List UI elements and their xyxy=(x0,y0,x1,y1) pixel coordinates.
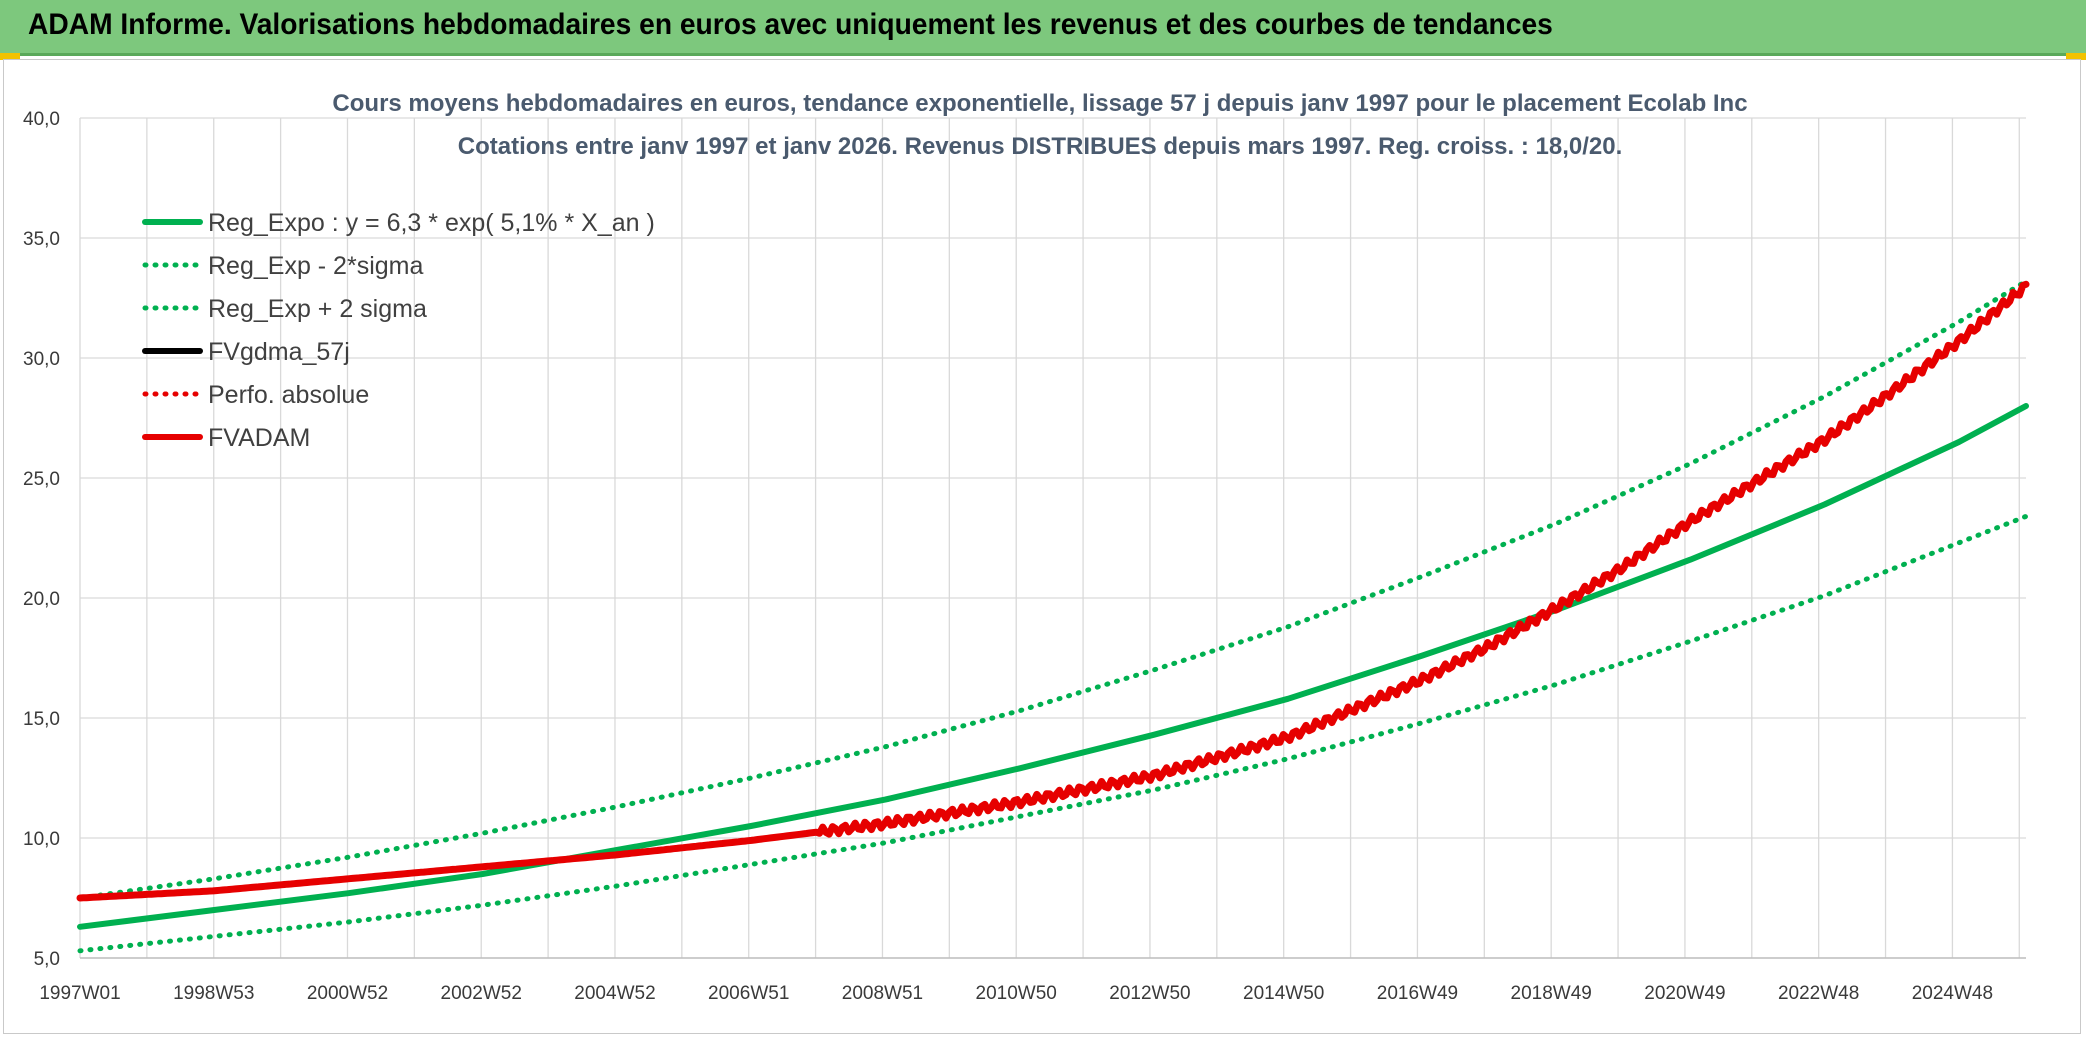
report-banner: ADAM Informe. Valorisations hebdomadaire… xyxy=(0,0,2086,56)
y-tick-label: 10,0 xyxy=(23,829,60,850)
y-tick-label: 20,0 xyxy=(23,589,60,610)
report-title: ADAM Informe. Valorisations hebdomadaire… xyxy=(28,8,1553,41)
x-tick-label: 2006W51 xyxy=(708,983,789,1004)
y-tick-label: 30,0 xyxy=(23,349,60,370)
series-line xyxy=(77,403,2029,930)
x-tick-label: 2010W50 xyxy=(976,983,1057,1004)
chart-subtitle: Cotations entre janv 1997 et janv 2026. … xyxy=(458,133,1623,160)
x-tick-label: 2014W50 xyxy=(1243,983,1324,1004)
y-tick-label: 15,0 xyxy=(23,709,60,730)
series-layer xyxy=(76,278,2030,954)
x-tick-label: 2008W51 xyxy=(842,983,923,1004)
legend-label: Perfo. absolue xyxy=(208,381,369,409)
series-line xyxy=(77,278,2029,901)
y-tick-label: 35,0 xyxy=(23,229,60,250)
banner-accent-left xyxy=(0,53,20,60)
chart-title: Cours moyens hebdomadaires en euros, ten… xyxy=(332,90,1747,117)
x-tick-label: 1998W53 xyxy=(173,983,254,1004)
chart-frame xyxy=(3,59,2081,1034)
legend-label: FVgdma_57j xyxy=(208,338,350,366)
chart-legend: Reg_Expo : y = 6,3 * exp( 5,1% * X_an ) R… xyxy=(142,209,655,452)
x-axis: 1997W01 1998W53 2000W52 2002W52 2004W52 2006W… xyxy=(39,957,2026,1004)
banner-accent-right xyxy=(2066,53,2086,60)
y-axis: 5,0 10,0 15,0 20,0 25,0 30,0 35,0 40,0 xyxy=(23,109,60,970)
x-tick-label: 2004W52 xyxy=(574,983,655,1004)
x-tick-label: 2022W48 xyxy=(1778,983,1859,1004)
x-tick-label: 2016W49 xyxy=(1377,983,1458,1004)
legend-label: Reg_Exp + 2 sigma xyxy=(208,295,427,323)
series-line xyxy=(76,280,2030,902)
chart-grid xyxy=(79,117,2026,959)
legend-label: Reg_Expo : y = 6,3 * exp( 5,1% * X_an ) xyxy=(208,209,655,237)
x-tick-label: 2024W48 xyxy=(1912,983,1993,1004)
x-tick-label: 2000W52 xyxy=(307,983,388,1004)
y-tick-label: 25,0 xyxy=(23,469,60,490)
x-tick-label: 2002W52 xyxy=(441,983,522,1004)
series-line xyxy=(77,513,2029,954)
x-tick-label: 2020W49 xyxy=(1644,983,1725,1004)
legend-label: Reg_Exp - 2*sigma xyxy=(208,252,423,280)
legend-label: FVADAM xyxy=(208,424,310,452)
y-tick-label: 40,0 xyxy=(23,109,60,130)
x-tick-label: 2012W50 xyxy=(1109,983,1190,1004)
x-tick-label: 2018W49 xyxy=(1511,983,1592,1004)
y-tick-label: 5,0 xyxy=(34,949,60,970)
x-tick-label: 1997W01 xyxy=(39,983,120,1004)
